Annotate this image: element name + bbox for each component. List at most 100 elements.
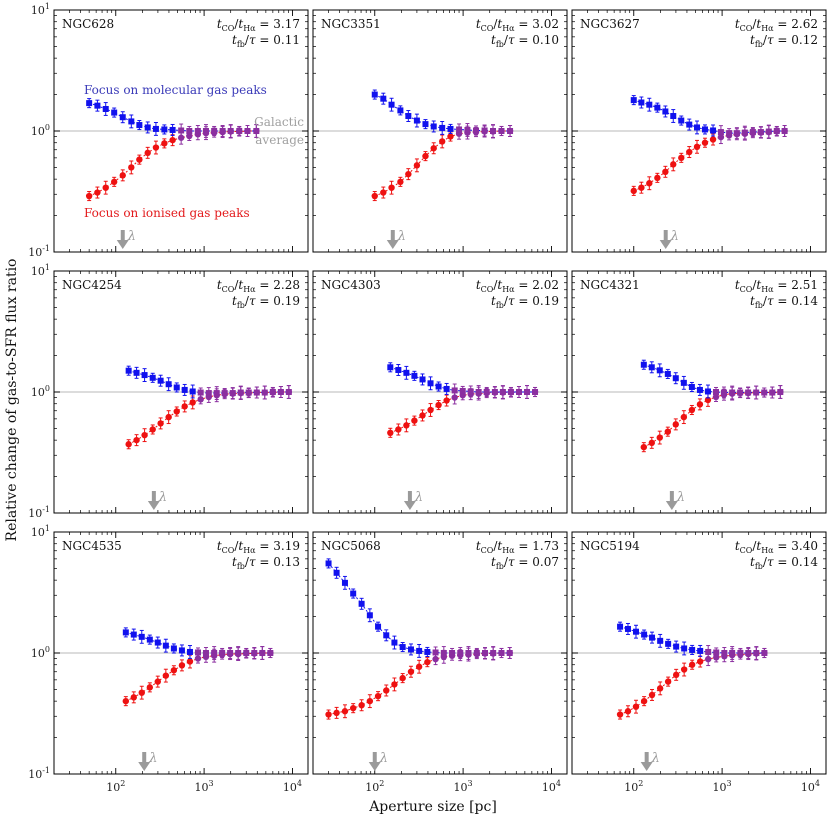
- blue-point: [473, 650, 480, 656]
- blue-point: [125, 367, 132, 374]
- blue-point: [130, 631, 137, 638]
- red-point: [664, 428, 672, 435]
- red-point: [709, 136, 717, 143]
- blue-point: [657, 637, 664, 644]
- red-point: [656, 685, 664, 692]
- blue-point: [761, 389, 768, 396]
- blue-point: [202, 650, 209, 656]
- panel-tco-ratio: tCO/tHα = 3.40: [735, 539, 818, 555]
- red-point: [146, 684, 154, 691]
- panel-tfb-ratio: tfb/τ = 0.19: [491, 294, 559, 310]
- blue-point: [395, 366, 402, 373]
- panel-tfb-ratio: tfb/τ = 0.14: [750, 294, 818, 310]
- blue-point: [624, 625, 631, 632]
- red-point: [640, 697, 648, 705]
- y-tick-label: 101: [31, 524, 50, 539]
- blue-point: [186, 648, 193, 655]
- red-point: [85, 192, 93, 200]
- red-point: [632, 703, 640, 710]
- blue-point: [449, 650, 456, 656]
- panel-tfb-ratio: tfb/τ = 0.11: [232, 33, 300, 49]
- x-tick-label: 103: [454, 779, 473, 794]
- x-tick-label: 102: [365, 779, 384, 794]
- red-point: [349, 704, 357, 712]
- blue-point: [405, 113, 412, 120]
- panel-tco-ratio: tCO/tHα = 1.73: [476, 539, 559, 555]
- blue-point: [186, 128, 193, 134]
- annotation-ionised: Focus on ionised gas peaks: [84, 206, 250, 220]
- blue-point: [499, 389, 506, 395]
- red-point: [136, 156, 143, 163]
- red-line: [374, 130, 511, 197]
- red-point: [122, 697, 130, 705]
- red-point: [177, 134, 185, 141]
- blue-point: [648, 364, 655, 371]
- panel-tfb-ratio: tfb/τ = 0.13: [232, 555, 300, 571]
- red-point: [403, 422, 410, 429]
- red-point: [383, 687, 390, 694]
- blue-point: [202, 128, 209, 134]
- blue-point: [720, 389, 727, 396]
- blue-point: [219, 650, 226, 656]
- red-point: [189, 399, 196, 406]
- lambda-label: λ: [379, 751, 388, 766]
- red-point: [696, 401, 704, 408]
- blue-point: [741, 129, 748, 136]
- blue-point: [481, 127, 488, 134]
- panel-name: NGC3351: [321, 17, 381, 31]
- blue-point: [205, 390, 212, 397]
- red-point: [162, 672, 170, 679]
- blue-point: [181, 386, 188, 393]
- red-point: [704, 655, 712, 663]
- panel-tco-ratio: tCO/tHα = 2.02: [476, 278, 559, 294]
- red-point: [149, 426, 156, 433]
- blue-point: [194, 649, 201, 656]
- blue-point: [427, 380, 434, 387]
- blue-point: [173, 384, 180, 391]
- lambda-arrow-head: [659, 240, 672, 249]
- lambda-label: λ: [148, 751, 157, 766]
- lambda-label: λ: [397, 229, 406, 244]
- y-axis-label: Relative change of gas-to-SFR flux ratio: [4, 259, 20, 542]
- blue-point: [152, 125, 159, 132]
- red-point: [110, 178, 118, 186]
- blue-point: [128, 118, 135, 125]
- red-point: [141, 431, 148, 439]
- blue-point: [697, 647, 704, 654]
- red-point: [443, 397, 450, 404]
- blue-point: [416, 647, 423, 654]
- panel-frame: [312, 270, 568, 514]
- blue-point: [781, 128, 788, 134]
- blue-point: [259, 650, 266, 656]
- red-point: [447, 133, 454, 140]
- blue-point: [638, 99, 645, 106]
- x-axis-label: Aperture size [pc]: [368, 799, 497, 815]
- x-tick-label: 103: [195, 779, 214, 794]
- blue-point: [443, 385, 450, 392]
- red-point: [670, 161, 677, 168]
- red-point: [648, 691, 656, 699]
- blue-point: [439, 124, 446, 131]
- blue-point: [413, 117, 420, 124]
- panel-frame: [53, 531, 309, 775]
- blue-point: [424, 648, 431, 655]
- blue-point: [678, 117, 685, 124]
- red-point: [197, 396, 204, 403]
- blue-point: [769, 389, 776, 396]
- panel-frame: [312, 531, 568, 775]
- red-point: [630, 187, 637, 195]
- blue-point: [194, 128, 201, 134]
- blue-point: [211, 128, 218, 134]
- blue-point: [141, 372, 148, 379]
- blue-point: [483, 389, 490, 395]
- blue-point: [136, 122, 143, 129]
- y-tick-label: 10-1: [28, 766, 50, 781]
- red-point: [366, 697, 374, 705]
- red-point: [688, 661, 696, 668]
- blue-point: [459, 387, 466, 394]
- blue-point: [399, 644, 406, 651]
